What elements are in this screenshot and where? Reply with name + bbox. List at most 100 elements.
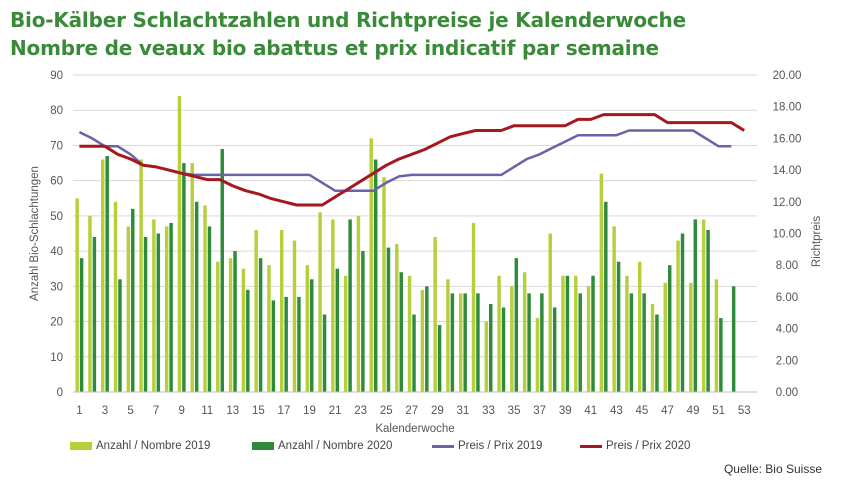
bar-2020 <box>233 251 237 392</box>
y2-tick-label: 14.00 <box>773 165 802 177</box>
bar-2019 <box>714 279 719 392</box>
bar-2019 <box>190 163 194 392</box>
bar-2020 <box>92 237 97 392</box>
bar-2020 <box>156 233 161 392</box>
bar-2019 <box>625 275 629 392</box>
bar-2020 <box>399 272 403 392</box>
bar-2020 <box>655 314 659 392</box>
bar-2020 <box>335 268 340 392</box>
x-tick-label: 51 <box>712 405 725 417</box>
bar-2020 <box>591 275 595 392</box>
bar-2019 <box>586 286 591 392</box>
legend-item-bars-2020: Anzahl / Nombre 2020 <box>252 440 392 452</box>
x-tick-label: 27 <box>405 405 418 417</box>
bar-2020 <box>194 201 199 392</box>
y2-tick-label: 18.00 <box>773 102 802 114</box>
bar-2020 <box>118 279 122 392</box>
x-tick-label: 5 <box>127 405 133 417</box>
y2-tick-label: 6.00 <box>776 292 798 304</box>
y-tick-label: 20 <box>50 317 63 329</box>
bar-2020 <box>220 148 224 392</box>
bar-2020 <box>540 293 544 392</box>
bar-2020 <box>386 247 391 392</box>
bar-2020 <box>425 286 429 392</box>
y-tick-label: 70 <box>50 140 63 152</box>
bar-2020 <box>668 265 672 392</box>
x-tick-label: 1 <box>76 405 82 417</box>
x-tick-label: 9 <box>178 405 184 417</box>
bar-2019 <box>689 282 693 392</box>
bar-2019 <box>446 279 450 392</box>
bar-2019 <box>561 275 565 392</box>
bar-2020 <box>131 208 135 392</box>
y2-tick-label: 10.00 <box>773 229 802 241</box>
x-axis-title: Kalenderwoche <box>375 423 454 435</box>
bar-2019 <box>177 96 182 392</box>
bar-2020 <box>552 307 557 392</box>
y2-tick-label: 2.00 <box>776 355 798 367</box>
legend-swatch-price-2019 <box>432 444 454 448</box>
x-tick-label: 39 <box>559 405 572 417</box>
legend-label-price-2020: Preis / Prix 2020 <box>606 440 691 452</box>
title-german: Bio-Kälber Schlachtzahlen und Richtpreis… <box>10 8 686 32</box>
bar-2020 <box>246 289 250 392</box>
x-tick-label: 47 <box>661 405 674 417</box>
y-tick-label: 40 <box>50 246 63 258</box>
bar-2020 <box>79 258 84 392</box>
y-tick-label: 50 <box>50 211 63 223</box>
y-tick-label: 80 <box>50 105 63 117</box>
x-tick-label: 35 <box>508 405 521 417</box>
chart-title: Bio-Kälber Schlachtzahlen und Richtpreis… <box>10 6 686 62</box>
x-tick-label: 11 <box>201 405 213 417</box>
bar-2019 <box>305 265 310 392</box>
bar-2019 <box>88 215 92 392</box>
bar-2020 <box>450 293 455 392</box>
y2-tick-label: 20.00 <box>773 70 802 82</box>
bar-2019 <box>292 240 297 392</box>
x-tick-label: 33 <box>482 405 495 417</box>
y-tick-label: 60 <box>50 176 63 188</box>
x-tick-label: 45 <box>636 405 649 417</box>
bar-2020 <box>565 275 570 392</box>
x-tick-label: 21 <box>329 405 342 417</box>
x-tick-label: 29 <box>431 405 444 417</box>
bar-2020 <box>693 219 698 392</box>
legend-item-bars-2019: Anzahl / Nombre 2019 <box>70 440 210 452</box>
bar-2019 <box>113 201 118 392</box>
bar-2019 <box>407 275 412 392</box>
bar-2020 <box>514 258 519 392</box>
bar-2019 <box>203 205 207 392</box>
bar-2019 <box>126 226 131 392</box>
bar-2019 <box>241 268 246 392</box>
bar-2020 <box>501 307 506 392</box>
bar-2019 <box>318 212 322 392</box>
bar-2019 <box>101 159 105 392</box>
line-price-2019 <box>78 129 732 192</box>
bar-2019 <box>164 226 169 392</box>
bar-2019 <box>650 303 655 392</box>
bar-2019 <box>535 318 540 392</box>
bar-2019 <box>433 237 437 392</box>
legend-swatch-bars-2020 <box>252 442 274 450</box>
bar-2020 <box>373 159 378 392</box>
axes-group: 0 10 20 30 40 50 60 70 80 90 0.00 2.00 4.00 6.00 8.00 1… <box>29 70 823 435</box>
bar-2020 <box>629 293 634 392</box>
bar-2019 <box>369 138 373 392</box>
bar-2019 <box>267 265 271 392</box>
bar-2020 <box>361 251 365 392</box>
bar-2020 <box>463 293 467 392</box>
bar-2019 <box>548 233 552 392</box>
bar-2019 <box>152 219 156 392</box>
bar-2019 <box>599 173 604 392</box>
bar-2020 <box>322 314 327 392</box>
legend-label-bars-2019: Anzahl / Nombre 2019 <box>96 440 211 452</box>
bar-2020 <box>476 293 480 392</box>
bar-2020 <box>182 163 186 392</box>
bar-2019 <box>701 219 706 392</box>
x-tick-label: 31 <box>457 405 470 417</box>
x-tick-label: 7 <box>153 405 159 417</box>
bar-2019 <box>471 222 476 392</box>
bar-2019 <box>663 282 668 392</box>
legend-swatch-price-2020 <box>580 444 602 448</box>
bar-2020 <box>348 219 352 392</box>
